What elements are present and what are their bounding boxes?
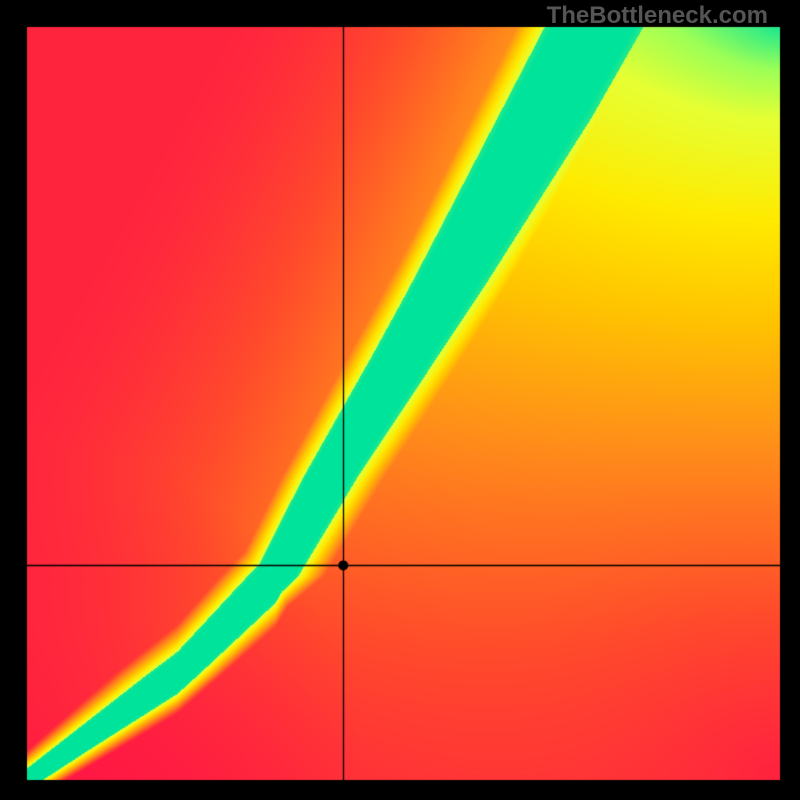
watermark-text: TheBottleneck.com bbox=[547, 2, 768, 30]
bottleneck-heatmap-canvas bbox=[0, 0, 800, 800]
chart-container: TheBottleneck.com bbox=[0, 0, 800, 800]
